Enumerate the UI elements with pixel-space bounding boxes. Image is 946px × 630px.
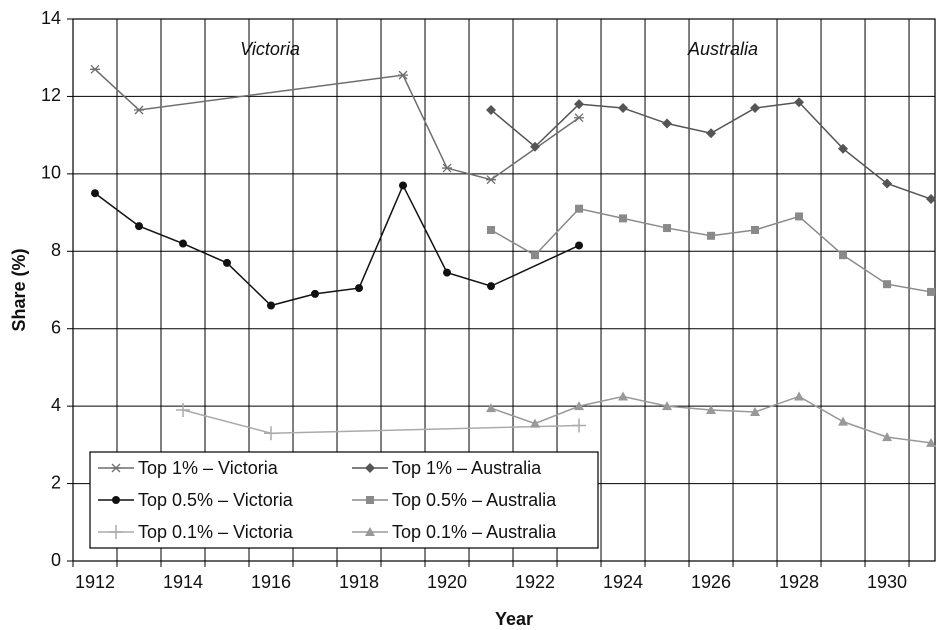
marker bbox=[883, 280, 892, 289]
marker bbox=[442, 163, 453, 173]
marker bbox=[530, 418, 541, 428]
legend-box bbox=[89, 451, 599, 549]
marker bbox=[311, 289, 320, 298]
legend-label: Top 0.1% – Victoria bbox=[138, 522, 294, 542]
y-tick-label: 6 bbox=[51, 317, 61, 337]
marker bbox=[663, 224, 672, 233]
legend: Top 1% – Victoria Top 0.5% – Victoria Top … bbox=[89, 451, 599, 549]
x-tick-label: 1914 bbox=[163, 572, 203, 592]
marker bbox=[134, 105, 145, 115]
y-tick-label: 10 bbox=[41, 163, 61, 183]
marker bbox=[355, 284, 364, 293]
legend-label: Top 0.5% – Victoria bbox=[138, 490, 294, 510]
marker bbox=[487, 282, 496, 291]
marker bbox=[882, 178, 893, 189]
marker bbox=[531, 251, 540, 260]
marker bbox=[838, 416, 849, 426]
marker bbox=[109, 525, 123, 539]
marker bbox=[927, 287, 936, 296]
marker bbox=[838, 143, 849, 154]
legend-label: Top 0.5% – Australia bbox=[392, 490, 557, 510]
marker bbox=[575, 241, 584, 250]
marker bbox=[90, 64, 101, 74]
annotation: Australia bbox=[687, 39, 758, 59]
marker bbox=[751, 225, 760, 234]
marker bbox=[707, 231, 716, 240]
x-tick-label: 1912 bbox=[75, 572, 115, 592]
x-tick-label: 1926 bbox=[691, 572, 731, 592]
marker bbox=[365, 527, 375, 536]
marker bbox=[179, 239, 188, 248]
marker bbox=[487, 225, 496, 234]
y-tick-label: 14 bbox=[41, 8, 61, 28]
marker bbox=[366, 496, 374, 504]
series-line bbox=[94, 68, 580, 181]
marker bbox=[399, 181, 408, 190]
marker bbox=[574, 401, 585, 411]
marker bbox=[486, 403, 497, 413]
y-tick-label: 2 bbox=[51, 472, 61, 492]
x-tick-label: 1920 bbox=[427, 572, 467, 592]
marker bbox=[619, 214, 628, 223]
marker bbox=[795, 212, 804, 221]
y-tick-label: 0 bbox=[51, 550, 61, 570]
marker bbox=[750, 406, 761, 416]
x-tick-label: 1924 bbox=[603, 572, 643, 592]
y-tick-label: 12 bbox=[41, 85, 61, 105]
marker bbox=[111, 463, 121, 473]
marker bbox=[839, 251, 848, 260]
marker bbox=[486, 175, 497, 185]
marker bbox=[706, 128, 717, 139]
marker bbox=[267, 301, 276, 310]
marker bbox=[618, 103, 629, 114]
marker bbox=[618, 391, 629, 401]
marker bbox=[572, 418, 587, 433]
marker bbox=[264, 426, 279, 441]
x-tick-label: 1930 bbox=[867, 572, 907, 592]
x-tick-label: 1916 bbox=[251, 572, 291, 592]
y-tick-label: 4 bbox=[51, 395, 61, 415]
marker bbox=[794, 97, 805, 108]
marker bbox=[443, 268, 452, 277]
marker bbox=[706, 405, 717, 415]
marker bbox=[926, 194, 937, 205]
marker bbox=[112, 496, 120, 504]
marker bbox=[882, 432, 893, 442]
marker bbox=[662, 401, 673, 411]
marker bbox=[530, 141, 541, 152]
marker bbox=[398, 70, 409, 80]
legend-label: Top 1% – Victoria bbox=[138, 458, 279, 478]
legend-label: Top 0.1% – Australia bbox=[392, 522, 557, 542]
marker bbox=[794, 391, 805, 401]
legend-label: Top 1% – Australia bbox=[392, 458, 542, 478]
marker bbox=[926, 437, 937, 447]
y-axis-title: Share (%) bbox=[9, 248, 29, 331]
marker bbox=[574, 99, 585, 110]
marker bbox=[575, 204, 584, 213]
marker bbox=[365, 463, 375, 473]
marker bbox=[750, 103, 761, 114]
y-tick-label: 8 bbox=[51, 240, 61, 260]
annotation: Victoria bbox=[240, 39, 300, 59]
x-tick-label: 1928 bbox=[779, 572, 819, 592]
marker bbox=[662, 118, 673, 129]
marker bbox=[135, 222, 144, 231]
x-tick-label: 1922 bbox=[515, 572, 555, 592]
marker bbox=[176, 403, 191, 418]
marker bbox=[574, 113, 585, 123]
marker bbox=[223, 258, 232, 267]
x-tick-label: 1918 bbox=[339, 572, 379, 592]
x-axis-title: Year bbox=[495, 609, 533, 629]
marker bbox=[486, 104, 497, 115]
marker bbox=[91, 189, 100, 198]
